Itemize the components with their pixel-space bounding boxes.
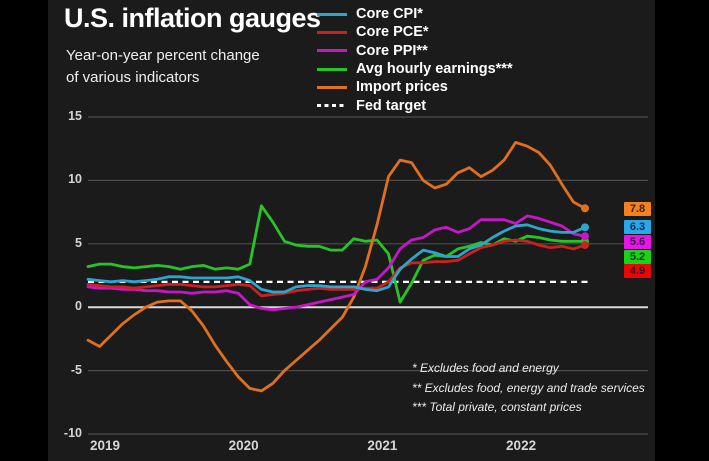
y-axis-label: 5 <box>75 235 82 250</box>
chart-plot <box>86 116 648 435</box>
footnote: * Excludes food and energy <box>412 361 559 375</box>
legend-item: Avg hourly earnings*** <box>317 60 513 78</box>
chart-subtitle: Year-on-year percent change of various i… <box>66 45 260 89</box>
x-axis-label-2020: 2020 <box>228 438 259 453</box>
line-series-avg-hourly-earnings--- <box>86 204 587 304</box>
legend-swatch-icon <box>317 30 347 34</box>
graphic-card: U.S. inflation gauges Year-on-year perce… <box>48 0 655 461</box>
end-dot-core-ppi-- <box>581 232 589 241</box>
legend-swatch-icon <box>317 85 347 89</box>
value-badge-import-prices: 7.8 <box>624 202 651 216</box>
legend-swatch-icon <box>317 104 347 108</box>
legend-item: Core PCE* <box>317 23 513 41</box>
x-axis-label-2022: 2022 <box>506 438 537 453</box>
legend-label: Import prices <box>356 79 448 96</box>
line-series-core-pce- <box>86 238 587 298</box>
legend-label: Core PPI** <box>356 42 428 59</box>
line-series-import-prices <box>86 140 587 393</box>
value-badge-core-ppi--: 5.6 <box>624 235 651 249</box>
subtitle-line-1: Year-on-year percent change <box>66 47 260 64</box>
x-axis-label-2019: 2019 <box>89 438 121 453</box>
legend-item: Import prices <box>317 78 513 96</box>
y-axis-label: -5 <box>70 362 82 377</box>
legend-swatch-icon <box>317 12 347 16</box>
x-axis-label-2021: 2021 <box>367 438 398 453</box>
line-series-core-ppi-- <box>86 214 587 312</box>
line-series-core-cpi- <box>86 223 587 294</box>
y-axis-label: 0 <box>75 299 82 314</box>
legend-label: Core PCE* <box>356 24 429 41</box>
legend-item: Core CPI* <box>317 5 513 23</box>
legend-swatch-icon <box>317 49 347 53</box>
y-axis-label: -10 <box>63 426 82 440</box>
subtitle-line-2: of various indicators <box>66 69 200 86</box>
value-badge-core-cpi-: 6.3 <box>624 220 651 234</box>
legend-item: Fed target <box>317 96 513 114</box>
footnote: *** Total private, constant prices <box>412 400 582 414</box>
page-title: U.S. inflation gauges <box>64 3 321 33</box>
legend-item: Core PPI** <box>317 42 513 60</box>
value-badge-core-pce-: 4.9 <box>624 264 651 278</box>
end-dot-core-pce- <box>581 241 589 250</box>
footnote: ** Excludes food, energy and trade servi… <box>412 380 645 395</box>
y-axis-label: 15 <box>68 109 82 123</box>
legend-label: Fed target <box>356 97 427 114</box>
legend-label: Core CPI* <box>356 6 423 23</box>
legend-swatch-icon <box>317 67 347 71</box>
y-axis-label: 10 <box>68 172 82 187</box>
value-badge-avg-hourly-earnings---: 5.2 <box>624 250 651 264</box>
end-dot-core-cpi- <box>581 223 589 232</box>
legend-label: Avg hourly earnings*** <box>356 61 513 78</box>
footnotes: * Excludes food and energy ** Excludes fo… <box>412 359 645 418</box>
end-dot-import-prices <box>581 204 589 213</box>
legend: Core CPI* Core PCE* Core PPI** Avg hourly e… <box>317 5 513 115</box>
